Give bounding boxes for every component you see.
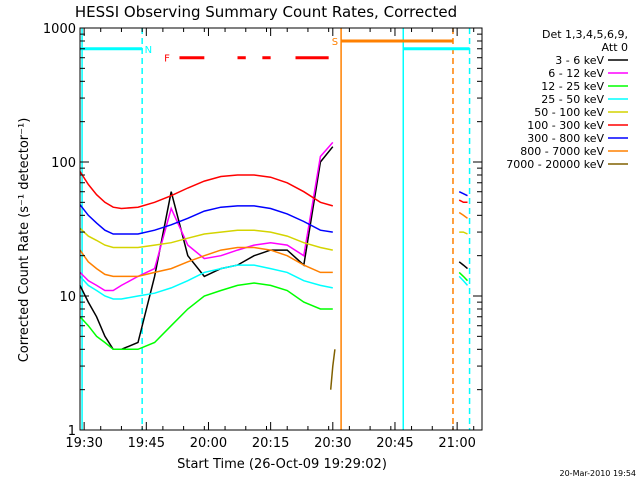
y-tick-label-1: 10 [59,290,76,305]
legend-label-0: 3 - 6 keV [555,54,604,67]
series-line-0 [79,146,334,351]
late-series-line-5 [458,271,469,282]
series-line-5 [79,171,334,210]
plot-frame [79,27,483,431]
series-line-6 [79,204,333,235]
series-line-8 [329,349,336,390]
flag-label-2: F [164,54,170,65]
series-line-1 [79,141,334,292]
x-tick-label-4: 20:30 [314,436,351,451]
late-series-line-2 [458,211,468,219]
y-tick-label-2: 100 [51,156,76,171]
legend-label-8: 7000 - 20000 keV [506,158,604,171]
legend-label-5: 100 - 300 keV [527,119,604,132]
x-tick-label-6: 21:00 [438,436,475,451]
y-tick-label-3: 1000 [43,22,76,37]
flag-label-6: S [332,37,338,48]
x-tick-label-0: 19:30 [65,436,102,451]
legend-label-3: 25 - 50 keV [541,93,604,106]
legend-label-7: 800 - 7000 keV [520,145,604,158]
y-tick-label-0: 1 [68,424,76,439]
series-line-4 [79,227,333,251]
legend-label-4: 50 - 100 keV [534,106,604,119]
x-tick-label-1: 19:45 [128,436,165,451]
series-line-2 [79,282,333,351]
legend-label-2: 12 - 25 keV [541,80,604,93]
late-series-line-0 [458,191,468,197]
footer-date: 20-Mar-2010 19:54 [560,469,637,478]
x-tick-label-2: 20:00 [190,436,227,451]
legend-label-1: 6 - 12 keV [548,67,604,80]
x-tick-label-5: 20:45 [376,436,413,451]
legend-header-0: Det 1,3,4,5,6,9, [542,28,628,41]
legend-header-1: Att 0 [602,41,628,54]
flag-label-0: N [145,45,152,56]
late-series-line-6 [458,275,469,286]
chart-lines: N F S [79,28,471,430]
late-series-line-1 [458,199,468,204]
chart-axes: 19:30 19:45 20:00 20:15 20:30 20:45 21:00 1 10 10… [43,22,482,451]
series-line-7 [79,246,333,278]
late-series-line-4 [458,261,468,270]
series-line-3 [79,264,333,300]
y-axis-label: Corrected Count Rate (s⁻¹ detector⁻¹) [17,118,32,363]
legend-label-6: 300 - 800 keV [527,132,604,145]
late-series-line-3 [459,231,468,235]
x-tick-label-3: 20:15 [252,436,289,451]
chart-title: HESSI Observing Summary Count Rates, Cor… [75,3,457,21]
x-axis-label: Start Time (26-Oct-09 19:29:02) [177,457,387,472]
